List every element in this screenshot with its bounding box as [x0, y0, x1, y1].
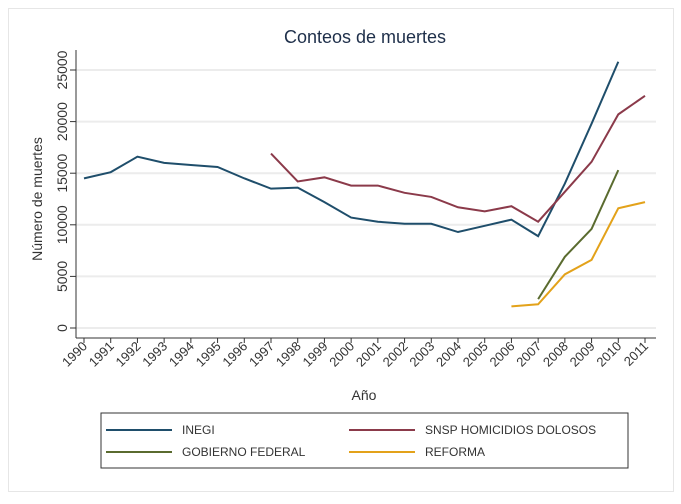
chart-frame	[8, 8, 674, 492]
